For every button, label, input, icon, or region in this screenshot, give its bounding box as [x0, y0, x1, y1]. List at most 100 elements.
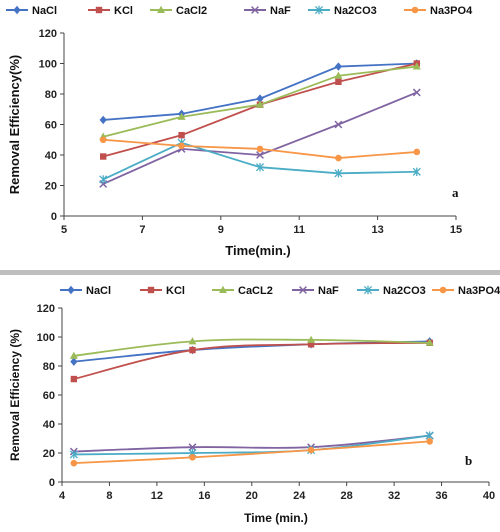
chart-a-legend: NaCl KCl CaCl2 NaF Na2CO3 Na3PO4 — [6, 5, 473, 17]
chart-a-legend-marker-cacl2 — [157, 5, 165, 13]
chart-b-legend-marker-cacl2 — [219, 285, 227, 293]
chart-a-legend-marker-na3po4 — [411, 6, 419, 14]
chart-b-legend-item-cacl2: CaCL2 — [212, 285, 273, 297]
chart-b-point-na2co3-5 — [69, 450, 78, 459]
chart-b-point-cacl2-35 — [425, 338, 434, 346]
chart-b-point-na3po4-25 — [307, 446, 315, 454]
chart-a-point-na2co3-6 — [99, 175, 108, 184]
chart-a-x-tick-label-7: 7 — [139, 224, 145, 236]
chart-a-x-tick-label-11: 11 — [293, 224, 305, 236]
chart-b-y-tick-label-60: 60 — [43, 390, 55, 402]
chart-a-x-tick-label-13: 13 — [371, 224, 383, 236]
chart-b-point-na3po4-15 — [189, 454, 196, 461]
chart-a-x-tick-label-5: 5 — [61, 224, 67, 236]
chart-a-y-tick-label-60: 60 — [45, 120, 57, 132]
chart-b-point-naf-15 — [188, 443, 197, 452]
chart-a-legend-item-naf: NaF — [244, 5, 291, 17]
chart-a-y-tick-label-20: 20 — [45, 181, 57, 193]
chart-a-point-nacl-10 — [256, 94, 264, 103]
chart-a-point-cacl2-10 — [256, 100, 264, 108]
chart-a-legend-item-cacl2: CaCl2 — [150, 5, 207, 17]
chart-b-x-tick-label-40: 40 — [483, 490, 495, 502]
chart-b-x-axis-title: Time (min.) — [244, 511, 308, 525]
chart-b-y-tick-label-120: 120 — [37, 303, 55, 315]
chart-a-legend-item-na2co3: Na2CO3 — [308, 5, 377, 17]
chart-a-y-axis-title: Removal Efficiency(%) — [7, 55, 22, 194]
chart-a-y-tick-label-80: 80 — [45, 89, 57, 101]
chart-b-legend-item-na3po4: Na3PO4 — [432, 285, 500, 297]
chart-b-series-na3po4 — [70, 438, 433, 467]
chart-b-x-tick-label-24: 24 — [293, 490, 306, 502]
chart-panel-b: NaCl KCl CaCL2 NaF Na2CO3 Na3PO4 0 20 40 60 80 100 1… — [0, 278, 500, 527]
chart-b-legend-marker-naf — [299, 286, 307, 294]
chart-b-legend-item-nacl: NaCl — [60, 285, 111, 297]
chart-a-point-naf-10 — [256, 151, 264, 159]
chart-b-legend-marker-nacl — [67, 285, 75, 295]
chart-a-x-tick-label-15: 15 — [450, 224, 462, 236]
chart-a-legend-marker-naf — [251, 6, 259, 14]
chart-b-point-nacl-5 — [70, 357, 78, 366]
chart-b-y-tick-label-100: 100 — [37, 332, 55, 344]
chart-b-series-kcl — [70, 339, 433, 383]
chart-a-point-na3po4-6 — [99, 136, 107, 144]
chart-b-y-tick-label-80: 80 — [43, 361, 55, 373]
chart-b-series-cacl2 — [69, 335, 434, 359]
chart-b-svg: NaCl KCl CaCL2 NaF Na2CO3 Na3PO4 0 20 40 60 80 100 1… — [8, 285, 500, 525]
chart-a-point-na3po4-10 — [256, 145, 264, 153]
chart-a-series-nacl — [99, 59, 421, 125]
chart-a-svg: NaCl KCl CaCl2 NaF Na2CO3 Na3PO4 0 20 40 60 80 100 1… — [6, 5, 473, 258]
chart-b-point-cacl2-25 — [307, 335, 316, 343]
chart-b-x-tick-label-32: 32 — [388, 490, 400, 502]
chart-b-x-tick-label-16: 16 — [198, 490, 210, 502]
chart-a-legend-label-na2co3: Na2CO3 — [334, 5, 377, 17]
chart-a-point-na2co3-12 — [334, 169, 343, 178]
chart-a-point-cacl2-8 — [177, 112, 186, 120]
chart-b-legend-label-na3po4: Na3PO4 — [458, 285, 500, 297]
chart-a-point-na2co3-10 — [255, 163, 265, 172]
chart-a-panel-letter: a — [452, 185, 459, 200]
chart-b-legend-marker-na3po4 — [439, 286, 447, 294]
chart-a-point-naf-12 — [334, 120, 343, 129]
chart-a-legend-label-nacl: NaCl — [32, 5, 57, 17]
chart-b-legend-item-na2co3: Na2CO3 — [357, 285, 426, 297]
chart-b-y-tick-label-40: 40 — [43, 419, 55, 431]
chart-b-legend: NaCl KCl CaCL2 NaF Na2CO3 Na3PO4 — [60, 285, 500, 297]
chart-b-legend-item-naf: NaF — [292, 285, 339, 297]
chart-b-y-axis-title: Removal Efficiency (%) — [8, 329, 22, 461]
chart-b-point-kcl-25 — [307, 341, 315, 348]
chart-a-point-na3po4-14 — [413, 148, 421, 156]
chart-b-x-tick-label-4: 4 — [59, 490, 66, 502]
chart-a-point-kcl-8 — [178, 131, 185, 139]
chart-b-x-tick-label-36: 36 — [435, 490, 447, 502]
chart-b-series-line-na2co3 — [73, 434, 430, 456]
chart-b-legend-label-na2co3: Na2CO3 — [383, 285, 426, 297]
chart-a-x-tick-label-9: 9 — [218, 224, 224, 236]
chart-a-legend-item-nacl: NaCl — [6, 5, 57, 17]
chart-a-legend-label-kcl: KCl — [114, 5, 133, 17]
chart-b-point-cacl2-15 — [188, 337, 197, 345]
chart-b-legend-marker-kcl — [147, 286, 155, 294]
chart-panel-a: NaCl KCl CaCl2 NaF Na2CO3 Na3PO4 0 20 40 60 80 100 1… — [6, 5, 473, 258]
chart-b-legend-label-naf: NaF — [318, 285, 339, 297]
chart-a-point-kcl-6 — [100, 153, 107, 160]
chart-a-point-nacl-6 — [99, 115, 107, 125]
chart-a-point-na3po4-12 — [335, 154, 342, 162]
chart-a-y-tick-label-120: 120 — [39, 28, 57, 40]
chart-a-point-cacl2-14 — [412, 62, 421, 70]
panel-divider — [0, 270, 500, 275]
chart-a-point-kcl-12 — [335, 78, 342, 85]
chart-a-legend-marker-na2co3 — [314, 5, 324, 15]
chart-b-point-kcl-5 — [70, 375, 78, 383]
chart-b-series-line-naf — [73, 434, 430, 453]
chart-a-legend-marker-nacl — [13, 5, 21, 15]
chart-a-legend-label-na3po4: Na3PO4 — [430, 5, 473, 17]
chart-b-point-na3po4-5 — [70, 459, 78, 467]
chart-b-x-tick-label-12: 12 — [151, 490, 163, 502]
chart-b-panel-letter: b — [465, 453, 472, 468]
chart-a-point-naf-14 — [412, 88, 421, 97]
chart-b-x-tick-label-20: 20 — [246, 490, 258, 502]
chart-a-series-na2co3 — [99, 138, 421, 184]
chart-b-point-cacl2-5 — [69, 351, 78, 359]
chart-a-legend-item-kcl: KCl — [88, 5, 133, 17]
